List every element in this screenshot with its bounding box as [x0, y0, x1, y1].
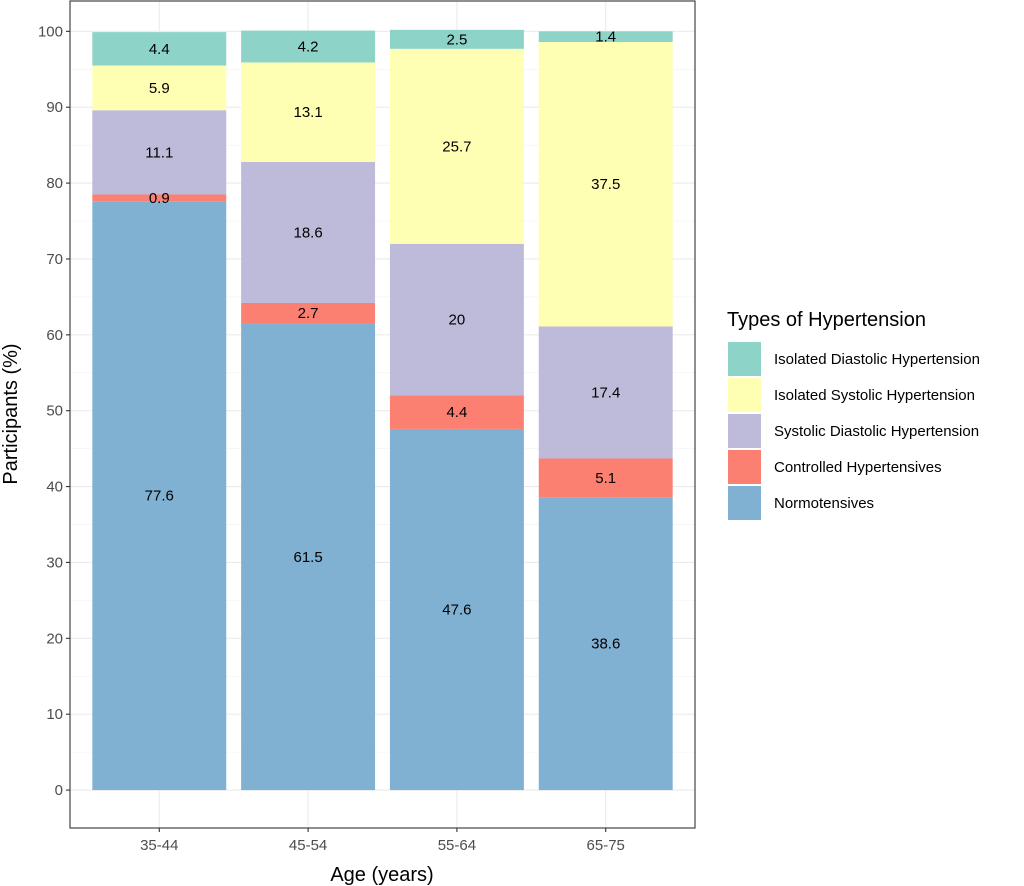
- y-tick-label: 0: [55, 782, 63, 799]
- bar-segment-controlled-hypertensives-35-44: [92, 194, 227, 202]
- bar-value-labels: 77.6 0.9 11.1 5.9 4.4 61.5 2.7 18.6 13.1 4.2 47.6 4…: [145, 29, 621, 653]
- x-tick-label: 65-75: [587, 837, 625, 854]
- y-tick-label: 30: [46, 554, 63, 571]
- bar-segment-normotensives-55-64: [389, 428, 524, 791]
- bar-label-systolic-diastolic-hypertension-55-64: 20: [449, 312, 466, 329]
- bar-label-isolated-systolic-hypertension-65-75: 37.5: [591, 176, 620, 193]
- legend-title: Types of Hypertension: [727, 309, 926, 331]
- x-tick-label: 45-54: [289, 837, 327, 854]
- y-tick-label: 90: [46, 99, 63, 116]
- x-axis: 35-44 45-54 55-64 65-75: [140, 828, 625, 854]
- bar-label-isolated-diastolic-hypertension-45-54: 4.2: [298, 39, 319, 56]
- bar-segment-isolated-systolic-hypertension-65-75: [538, 41, 673, 327]
- bar-label-controlled-hypertensives-55-64: 4.4: [446, 404, 467, 421]
- bar-segments: [92, 29, 673, 791]
- y-tick-label: 80: [46, 175, 63, 192]
- y-tick-label: 60: [46, 327, 63, 344]
- legend-label-normotensives: Normotensives: [774, 495, 874, 512]
- legend-swatch-isolated-diastolic-hypertension: [728, 342, 761, 376]
- bar-segment-systolic-diastolic-hypertension-35-44: [92, 110, 227, 195]
- legend-swatch-isolated-systolic-hypertension: [728, 378, 761, 412]
- y-tick-label: 100: [38, 23, 63, 40]
- bar-label-normotensives-65-75: 38.6: [591, 636, 620, 653]
- legend-label-isolated-systolic-hypertension: Isolated Systolic Hypertension: [774, 387, 975, 404]
- bar-label-normotensives-55-64: 47.6: [442, 601, 471, 618]
- y-tick-label: 70: [46, 251, 63, 268]
- bar-label-systolic-diastolic-hypertension-65-75: 17.4: [591, 384, 620, 401]
- x-tick-label: 55-64: [438, 837, 476, 854]
- bar-segment-systolic-diastolic-hypertension-65-75: [538, 326, 673, 459]
- bar-segment-controlled-hypertensives-55-64: [389, 395, 524, 429]
- bar-segment-isolated-diastolic-hypertension-45-54: [241, 30, 376, 63]
- legend-swatch-controlled-hypertensives: [728, 450, 761, 484]
- bar-label-systolic-diastolic-hypertension-45-54: 18.6: [293, 224, 322, 241]
- bar-label-controlled-hypertensives-35-44: 0.9: [149, 190, 170, 207]
- bar-label-isolated-diastolic-hypertension-65-75: 1.4: [595, 29, 616, 46]
- legend: Types of Hypertension Isolated Diastolic…: [727, 309, 980, 521]
- plot-panel-border: [69, 0, 696, 829]
- bar-segment-controlled-hypertensives-65-75: [538, 458, 673, 498]
- bar-label-controlled-hypertensives-45-54: 2.7: [298, 305, 319, 322]
- legend-label-controlled-hypertensives: Controlled Hypertensives: [774, 459, 942, 476]
- bar-segment-isolated-systolic-hypertension-35-44: [92, 65, 227, 111]
- bar-segment-normotensives-35-44: [92, 201, 227, 791]
- bar-label-normotensives-35-44: 77.6: [145, 488, 174, 505]
- bar-label-isolated-diastolic-hypertension-35-44: 4.4: [149, 41, 170, 58]
- bar-segment-isolated-diastolic-hypertension-55-64: [389, 29, 524, 49]
- bar-segment-normotensives-45-54: [241, 323, 376, 791]
- bar-segment-systolic-diastolic-hypertension-55-64: [389, 243, 524, 396]
- legend-swatch-systolic-diastolic-hypertension: [728, 414, 761, 448]
- bar-label-normotensives-45-54: 61.5: [293, 549, 322, 566]
- bar-label-controlled-hypertensives-65-75: 5.1: [595, 470, 616, 487]
- bar-segment-isolated-systolic-hypertension-45-54: [241, 62, 376, 162]
- y-tick-label: 50: [46, 403, 63, 420]
- y-axis: 0 10 20 30 40 50 60 70 80 90 100: [38, 23, 70, 799]
- x-axis-title: Age (years): [330, 864, 433, 886]
- bar-label-isolated-systolic-hypertension-55-64: 25.7: [442, 138, 471, 155]
- bar-label-isolated-systolic-hypertension-45-54: 13.1: [293, 104, 322, 121]
- bar-segment-controlled-hypertensives-45-54: [241, 302, 376, 324]
- bar-segment-isolated-diastolic-hypertension-35-44: [92, 32, 227, 66]
- bar-label-isolated-systolic-hypertension-35-44: 5.9: [149, 80, 170, 97]
- legend-label-systolic-diastolic-hypertension: Systolic Diastolic Hypertension: [774, 423, 979, 440]
- y-tick-label: 10: [46, 706, 63, 723]
- bar-segment-isolated-systolic-hypertension-55-64: [389, 48, 524, 244]
- bar-segment-systolic-diastolic-hypertension-45-54: [241, 161, 376, 303]
- x-tick-label: 35-44: [140, 837, 178, 854]
- bar-label-systolic-diastolic-hypertension-35-44: 11.1: [145, 144, 173, 161]
- bar-label-isolated-diastolic-hypertension-55-64: 2.5: [446, 31, 467, 48]
- y-tick-label: 40: [46, 479, 63, 496]
- legend-swatch-normotensives: [728, 486, 761, 520]
- y-axis-title: Participants (%): [0, 343, 22, 484]
- bar-segment-normotensives-65-75: [538, 497, 673, 791]
- y-tick-label: 20: [46, 630, 63, 647]
- bar-segment-isolated-diastolic-hypertension-65-75: [538, 31, 673, 42]
- legend-label-isolated-diastolic-hypertension: Isolated Diastolic Hypertension: [774, 351, 980, 368]
